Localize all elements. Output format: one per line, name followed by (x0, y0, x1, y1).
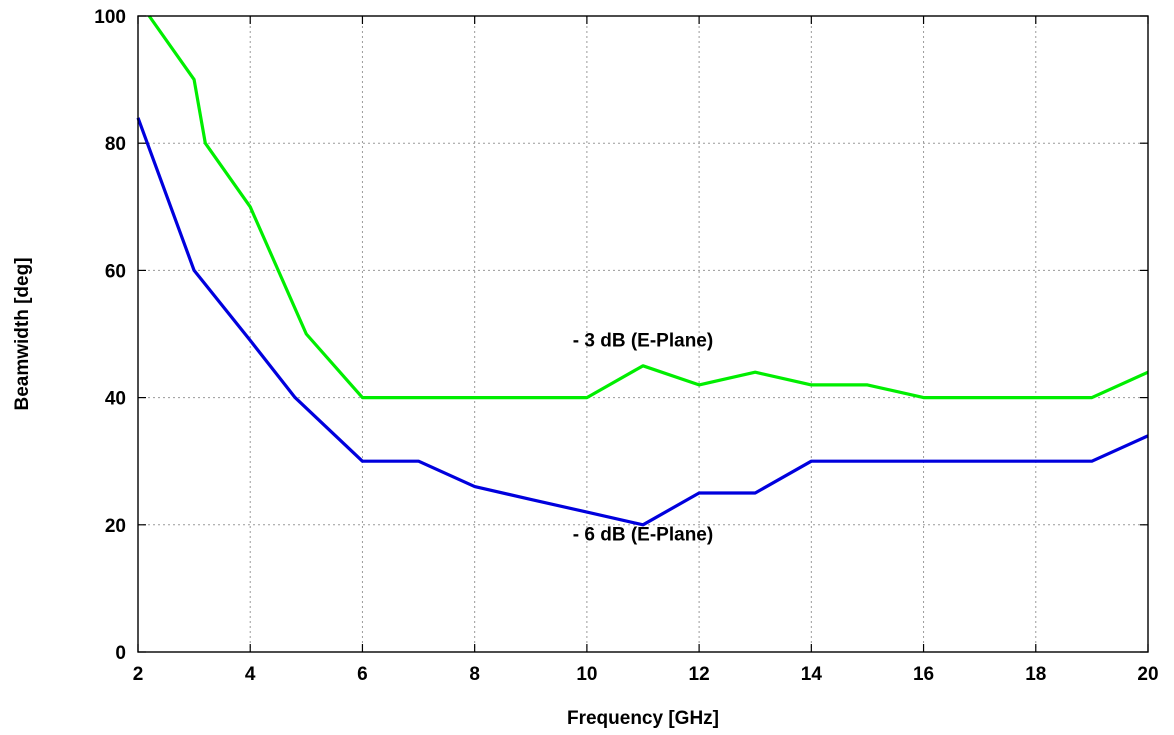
x-tick-label: 2 (133, 664, 144, 685)
x-tick-label: 16 (913, 664, 934, 685)
y-tick-label: 80 (105, 134, 126, 155)
y-tick-label: 40 (105, 389, 126, 410)
x-tick-label: 12 (689, 664, 710, 685)
x-axis-title: Frequency [GHz] (567, 708, 719, 729)
x-tick-label: 20 (1137, 664, 1158, 685)
x-tick-label: 4 (245, 664, 256, 685)
series-group (136, 15, 1149, 527)
y-tick-label: 60 (105, 261, 126, 282)
y-tick-label: 0 (115, 643, 126, 664)
series-annotation-minus-3db: - 3 dB (E-Plane) (573, 331, 713, 352)
x-tick-label: 6 (357, 664, 368, 685)
y-tick-label: 100 (94, 7, 126, 28)
series-annotation-minus-6db: - 6 dB (E-Plane) (573, 525, 713, 546)
y-axis-title: Beamwidth [deg] (12, 257, 33, 410)
series-line-minus-6db (136, 117, 1149, 527)
y-tick-label: 20 (105, 516, 126, 537)
x-tick-label: 18 (1025, 664, 1046, 685)
axis-ticks: 2 4 6 8 10 12 14 16 18 20 0 20 40 60 80 100 (94, 7, 1158, 685)
plot-frame (137, 15, 1149, 653)
annotations: - 3 dB (E-Plane) - 6 dB (E-Plane) (573, 331, 713, 546)
x-tick-label: 10 (576, 664, 597, 685)
series-line-minus-3db (147, 15, 1149, 400)
x-tick-label: 8 (469, 664, 480, 685)
x-tick-label: 14 (801, 664, 823, 685)
